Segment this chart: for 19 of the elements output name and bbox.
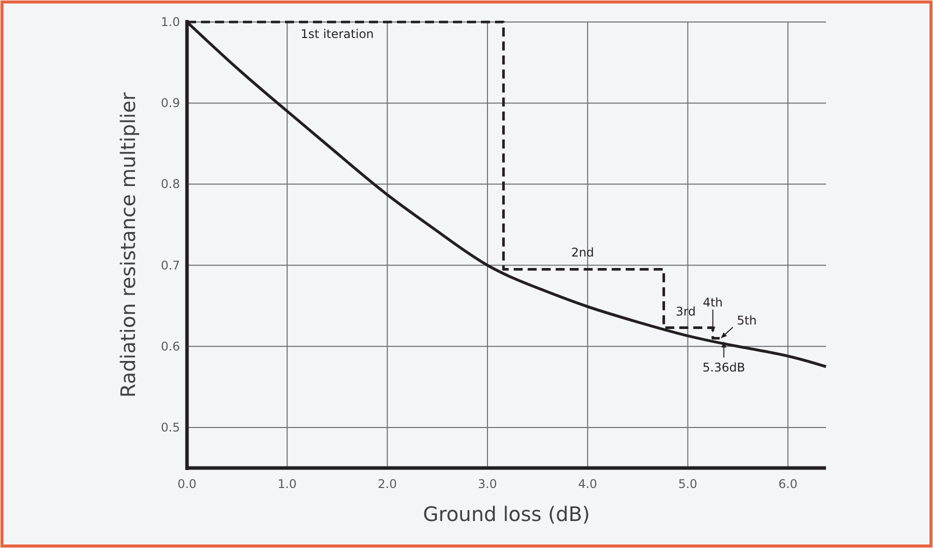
y-tick-label: 0.5 — [160, 420, 180, 434]
y-tick-label: 0.8 — [160, 177, 180, 192]
x-tick-label: 4.0 — [578, 477, 598, 491]
x-tick-label: 1.0 — [278, 477, 297, 491]
annotation: 5.36dB — [702, 360, 746, 374]
x-tick-label: 2.0 — [378, 477, 397, 491]
x-tick-label: 0.0 — [177, 477, 197, 491]
x-tick-label: 5.0 — [678, 477, 698, 491]
y-tick-label: 0.9 — [160, 96, 180, 110]
y-tick-label: 0.6 — [160, 339, 180, 354]
x-tick-label: 3.0 — [478, 477, 498, 491]
annotation: 4th — [702, 296, 723, 310]
annotation: 5th — [736, 313, 757, 328]
x-tick-label: 6.0 — [778, 477, 798, 491]
y-tick-label: 1.0 — [160, 15, 180, 29]
y-tick-label: 0.7 — [160, 258, 180, 272]
annotation: 1st iteration — [300, 27, 374, 41]
x-axis-title: Ground loss (dB) — [423, 502, 590, 526]
y-axis-title: Radiation resistance multiplier — [116, 92, 140, 398]
